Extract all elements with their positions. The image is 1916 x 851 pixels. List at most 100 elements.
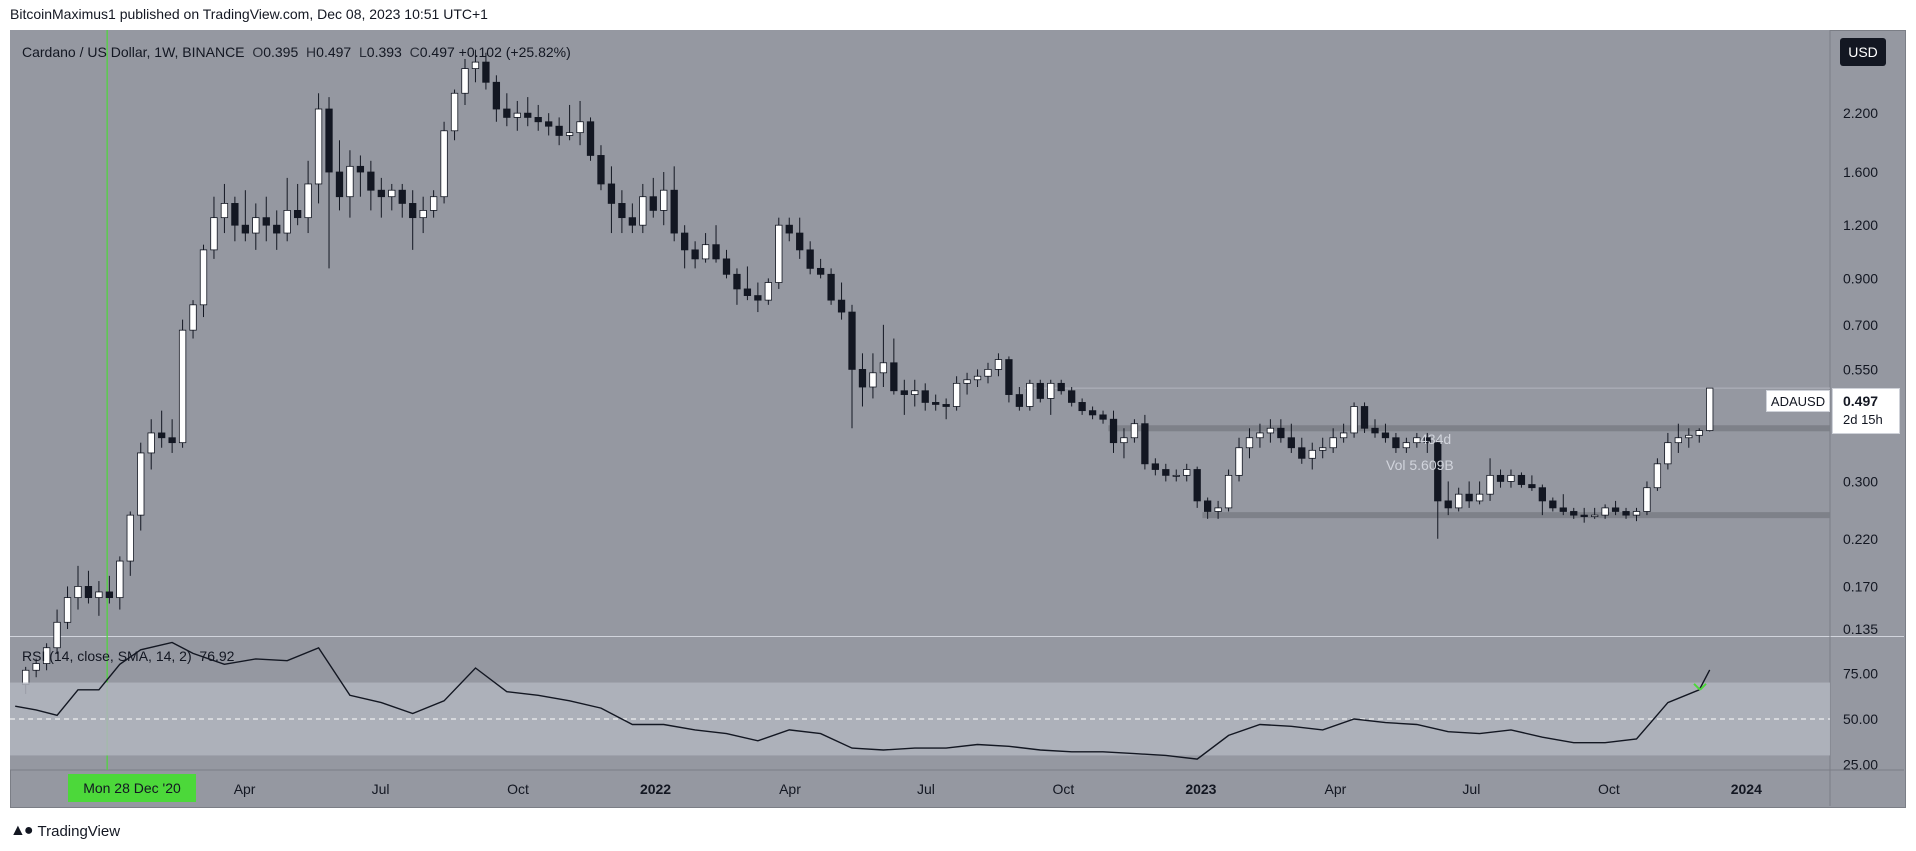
candle-body: [900, 390, 908, 395]
candle-body: [1162, 469, 1170, 476]
candle: [963, 372, 971, 395]
time-tick-label: 2023: [1185, 781, 1216, 797]
candle-body: [1444, 500, 1452, 509]
candle-body: [973, 375, 982, 381]
candle-body: [1591, 514, 1599, 518]
rsi-value: 76.92: [199, 648, 235, 664]
candle-body: [325, 108, 333, 173]
candle: [942, 398, 950, 420]
time-tick-label: Oct: [507, 781, 529, 797]
candle: [1507, 469, 1515, 488]
candle-body: [53, 621, 61, 649]
candle-body: [534, 117, 542, 123]
time-tick-label: Jul: [917, 781, 935, 797]
candle-body: [1486, 474, 1494, 495]
candle-body: [1360, 406, 1369, 429]
candle-body: [1559, 507, 1567, 512]
time-tick-label: Apr: [779, 781, 801, 797]
candle: [1381, 423, 1390, 443]
candle-body: [879, 362, 888, 374]
high-value: 0.497: [316, 44, 352, 60]
candle: [325, 97, 333, 269]
candle: [1214, 500, 1222, 519]
candle: [450, 89, 459, 141]
candle-body: [32, 663, 40, 671]
candle: [1120, 428, 1128, 459]
tradingview-logo-icon: ▲●: [10, 822, 33, 839]
candle: [377, 177, 385, 218]
candle: [53, 609, 61, 654]
candle: [743, 266, 752, 301]
candle: [178, 319, 187, 448]
candle: [231, 196, 239, 242]
candle-body: [555, 125, 563, 136]
candle-body: [712, 244, 720, 260]
candle-body: [178, 329, 187, 444]
candle-body: [252, 217, 260, 234]
candle: [1423, 432, 1431, 453]
currency-button[interactable]: USD: [1840, 38, 1886, 66]
candle-body: [1507, 474, 1515, 482]
candle: [1475, 481, 1484, 505]
candle-body: [419, 210, 427, 219]
candle-body: [1204, 500, 1212, 512]
candle-body: [63, 597, 72, 623]
candle: [1235, 437, 1243, 482]
candle: [168, 419, 176, 453]
time-tick-label: Jul: [1462, 781, 1480, 797]
candle-body: [1078, 402, 1086, 412]
candle-body: [1611, 507, 1620, 512]
candles: [22, 49, 1714, 694]
candle: [1455, 487, 1463, 512]
candle: [147, 419, 155, 470]
candle-body: [1381, 432, 1390, 439]
candle-body: [440, 130, 448, 198]
price-tick-label: 0.170: [1843, 578, 1878, 594]
candle: [1413, 432, 1421, 448]
candle-body: [1277, 427, 1285, 439]
candle: [701, 233, 710, 263]
price-tick-label: 0.300: [1843, 473, 1878, 489]
candle: [346, 150, 354, 218]
symbol-title[interactable]: Cardano / US Dollar, 1W, BINANCE: [22, 44, 245, 60]
candle-body: [1015, 394, 1024, 407]
rsi-legend: RSI (14, close, SMA, 14, 2) 76.92: [22, 648, 234, 664]
candle-body: [335, 171, 344, 198]
candle-body: [1224, 474, 1233, 509]
candle: [1549, 497, 1557, 512]
candle-body: [513, 112, 521, 118]
candle: [241, 190, 249, 242]
candle: [618, 190, 626, 234]
candle: [335, 140, 344, 211]
candle-body: [95, 591, 103, 599]
candle-body: [1266, 427, 1275, 434]
footer-logo[interactable]: ▲● TradingView: [10, 822, 120, 840]
candle: [1245, 428, 1254, 459]
candle-body: [1392, 437, 1400, 449]
candle: [597, 145, 605, 191]
candle-body: [1339, 432, 1348, 439]
candle-body: [398, 189, 406, 204]
candle: [84, 570, 93, 604]
candle-body: [1256, 432, 1264, 439]
low-label: L: [358, 44, 367, 60]
price-tick-label: 0.220: [1843, 531, 1878, 547]
candle: [1068, 387, 1076, 407]
candle-body: [565, 132, 574, 136]
candle-body: [1423, 437, 1431, 444]
candle: [1319, 437, 1327, 459]
candle-body: [1329, 437, 1337, 449]
candle-body: [827, 273, 835, 301]
candle-body: [503, 108, 511, 118]
candle-body: [1120, 437, 1128, 444]
candle: [1256, 423, 1264, 448]
candle-body: [701, 244, 710, 260]
candle-body: [1287, 437, 1295, 449]
candle-body: [356, 165, 365, 173]
time-tick-label: Jul: [372, 781, 390, 797]
candle: [1402, 437, 1411, 453]
candle-body: [1319, 447, 1327, 451]
rsi-title[interactable]: RSI (14, close, SMA, 14, 2): [22, 648, 192, 664]
candle-body: [1047, 382, 1055, 399]
